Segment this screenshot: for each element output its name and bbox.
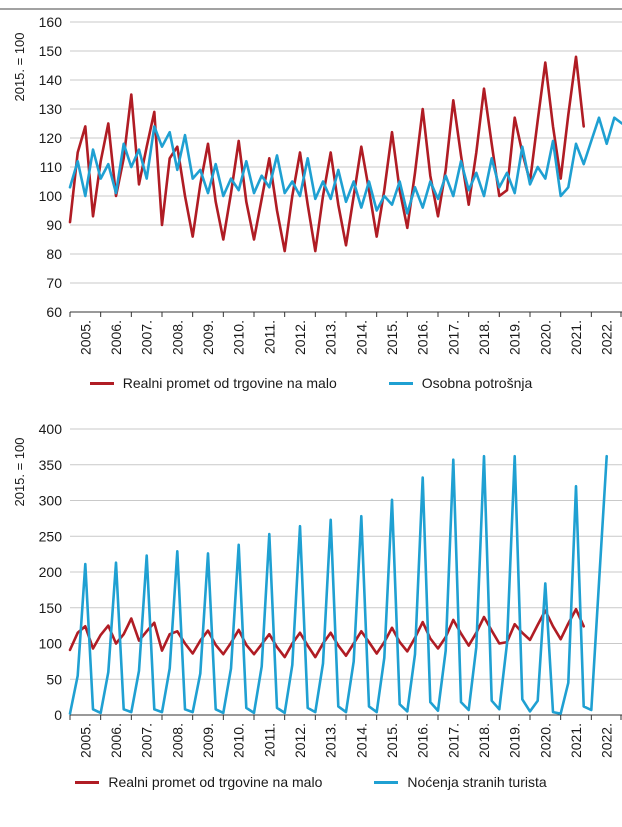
chart-1-x-tick-label: 2008. bbox=[169, 320, 185, 355]
chart-2-series-line-retail bbox=[68, 607, 586, 659]
chart-2-series-line-tourist-nights bbox=[68, 454, 609, 715]
chart-2-y-tick-label: 350 bbox=[39, 457, 63, 473]
chart-1-series-line-consumption bbox=[68, 116, 622, 215]
chart-retail-vs-consumption: 60 70 80 90 100 110 120 130 140 150 160 2015. = 100… bbox=[0, 0, 622, 405]
chart-1-legend: Realni promet od trgovine na malo Osobna… bbox=[0, 375, 622, 391]
chart-2-plot: 0 50 100 150 200 250 300 350 400 2015. = 100 2005.… bbox=[12, 421, 622, 758]
legend-label-consumption: Osobna potrošnja bbox=[421, 375, 533, 391]
legend-swatch-retail-2 bbox=[75, 780, 100, 784]
chart-1-series-line-retail bbox=[68, 55, 586, 253]
chart-1-x-tick-label: 2010. bbox=[231, 320, 247, 355]
chart-2-y-axis-label: 2015. = 100 bbox=[12, 437, 27, 506]
legend-swatch-retail bbox=[89, 381, 114, 385]
legend-label-retail: Realni promet od trgovine na malo bbox=[122, 375, 337, 391]
chart-1-x-tick-label: 2018. bbox=[476, 320, 492, 355]
chart-2-y-tick-label: 0 bbox=[54, 707, 62, 723]
chart-2-x-tick-label: 2016. bbox=[415, 723, 431, 758]
chart-2-y-tick-label: 250 bbox=[39, 528, 63, 544]
chart-2-x-tick-label: 2018. bbox=[476, 723, 492, 758]
chart-2-x-tick-label: 2008. bbox=[169, 723, 185, 758]
chart-2-y-tick-label: 400 bbox=[39, 421, 63, 437]
chart-2-y-tick-label: 100 bbox=[39, 636, 63, 652]
chart-1-x-tick-label: 2021. bbox=[568, 320, 584, 355]
chart-1-y-tick-label: 160 bbox=[39, 14, 63, 30]
legend-label-tourists: Noćenja stranih turista bbox=[407, 774, 547, 790]
chart-1-y-tick-label: 100 bbox=[39, 188, 63, 204]
chart-1-x-tick-label: 2015. bbox=[384, 320, 400, 355]
chart-2-y-tick-label: 50 bbox=[46, 671, 62, 687]
chart-1-x-tick-label: 2011. bbox=[261, 320, 277, 354]
chart-2-x-tick-label: 2011. bbox=[261, 723, 277, 757]
chart-1-x-tick-label: 2005. bbox=[77, 320, 93, 355]
chart-1-x-tick-label: 2020. bbox=[537, 320, 553, 355]
legend-item-consumption: Osobna potrošnja bbox=[388, 375, 533, 391]
chart-2-x-tick-label: 2014. bbox=[353, 723, 369, 758]
chart-1-y-tick-label: 70 bbox=[46, 275, 62, 291]
chart-2-x-tick-label: 2012. bbox=[292, 723, 308, 758]
chart-2-x-tick-label: 2007. bbox=[139, 723, 155, 758]
chart-1-x-tick-label: 2017. bbox=[445, 320, 461, 355]
chart-1-x-tick-label: 2006. bbox=[108, 320, 124, 355]
chart-1-x-tick-label: 2014. bbox=[353, 320, 369, 355]
chart-1-y-tick-label: 60 bbox=[46, 304, 62, 320]
chart-1-plot: 60 70 80 90 100 110 120 130 140 150 160 2015. = 100… bbox=[0, 8, 622, 355]
chart-2-y-tick-label: 150 bbox=[39, 600, 63, 616]
chart-1-y-tick-label: 150 bbox=[39, 43, 63, 59]
chart-2-x-tick-label: 2022. bbox=[599, 723, 615, 758]
chart-2-x-tick-label: 2019. bbox=[507, 723, 523, 758]
chart-2-x-tick-label: 2017. bbox=[445, 723, 461, 758]
chart-2-x-tick-label: 2010. bbox=[231, 723, 247, 758]
legend-swatch-tourists bbox=[374, 780, 399, 784]
chart-1-x-tick-label: 2009. bbox=[200, 320, 216, 355]
chart-1-x-tick-label: 2019. bbox=[507, 320, 523, 355]
legend-item-tourists: Noćenja stranih turista bbox=[374, 774, 547, 790]
chart-1-x-tick-label: 2016. bbox=[415, 320, 431, 355]
chart-2-x-tick-label: 2013. bbox=[323, 723, 339, 758]
chart-2-legend: Realni promet od trgovine na malo Noćenj… bbox=[0, 774, 622, 790]
chart-1-y-tick-label: 130 bbox=[39, 101, 63, 117]
chart-2-x-tick-label: 2009. bbox=[200, 723, 216, 758]
legend-item-retail-2: Realni promet od trgovine na malo bbox=[75, 774, 322, 790]
chart-2-y-tick-label: 200 bbox=[39, 564, 63, 580]
chart-1-y-tick-label: 120 bbox=[39, 130, 63, 146]
chart-1-x-tick-label: 2012. bbox=[292, 320, 308, 355]
chart-2-x-tick-label: 2005. bbox=[77, 723, 93, 758]
chart-1-y-tick-label: 140 bbox=[39, 72, 63, 88]
legend-swatch-consumption bbox=[388, 381, 413, 385]
chart-2-x-tick-label: 2021. bbox=[568, 723, 584, 758]
chart-1-y-tick-label: 90 bbox=[46, 217, 62, 233]
chart-1-y-tick-label: 80 bbox=[46, 246, 62, 262]
chart-2-x-tick-label: 2015. bbox=[384, 723, 400, 758]
chart-1-y-axis-label: 2015. = 100 bbox=[12, 32, 27, 101]
chart-1-x-tick-label: 2007. bbox=[139, 320, 155, 355]
chart-1-x-tick-label: 2013. bbox=[323, 320, 339, 355]
chart-1-x-tick-label: 2022. bbox=[599, 320, 615, 355]
chart-2-x-tick-label: 2020. bbox=[537, 723, 553, 758]
chart-2-x-tick-label: 2006. bbox=[108, 723, 124, 758]
chart-retail-vs-tourist-nights: 0 50 100 150 200 250 300 350 400 2015. = 100 2005.… bbox=[0, 416, 622, 827]
legend-label-retail-2: Realni promet od trgovine na malo bbox=[108, 774, 323, 790]
chart-1-y-tick-label: 110 bbox=[40, 159, 63, 175]
chart-2-y-tick-label: 300 bbox=[39, 493, 63, 509]
legend-item-retail: Realni promet od trgovine na malo bbox=[89, 375, 337, 391]
